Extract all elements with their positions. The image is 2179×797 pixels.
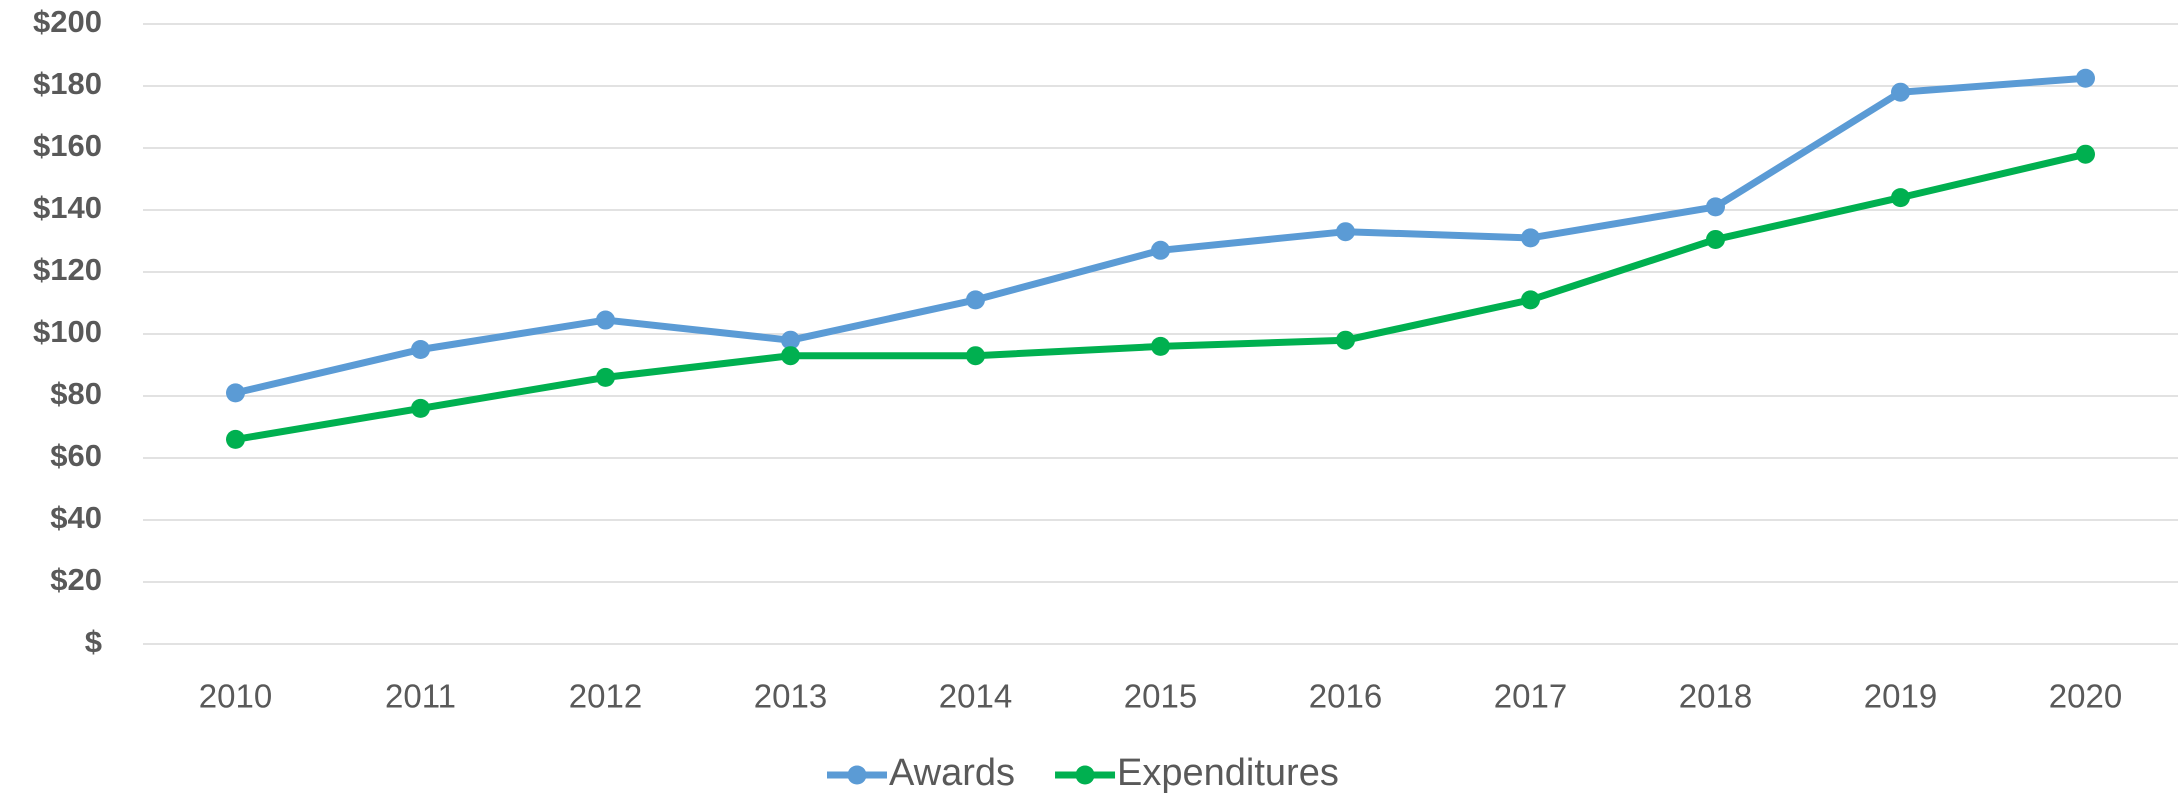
- legend-marker: [1075, 765, 1095, 785]
- point: [1891, 82, 1910, 102]
- x-tick-label: 2010: [199, 678, 272, 715]
- point: [2076, 144, 2095, 164]
- y-tick-label: $160: [33, 128, 102, 163]
- point: [1521, 228, 1540, 248]
- point: [411, 340, 430, 359]
- x-tick-label: 2013: [754, 678, 827, 715]
- point: [1521, 290, 1540, 310]
- x-tick-label: 2017: [1494, 678, 1567, 715]
- x-tick-label: 2018: [1679, 678, 1752, 715]
- point: [1706, 197, 1725, 217]
- x-tick-label: 2016: [1309, 678, 1382, 715]
- point: [596, 367, 615, 387]
- legend-label: Expenditures: [1117, 752, 1339, 794]
- point: [226, 383, 245, 403]
- point: [781, 346, 800, 366]
- x-tick-label: 2011: [385, 678, 456, 715]
- point: [596, 310, 615, 330]
- y-tick-label: $: [85, 624, 102, 659]
- point: [1891, 188, 1910, 208]
- point: [1151, 336, 1170, 356]
- point: [781, 330, 800, 350]
- x-tick-label: 2020: [2049, 678, 2122, 715]
- point: [1706, 229, 1725, 249]
- x-tick-label: 2015: [1124, 678, 1197, 715]
- point: [2076, 68, 2095, 88]
- point: [1336, 330, 1355, 350]
- x-tick-label: 2019: [1864, 678, 1937, 715]
- y-tick-label: $40: [50, 500, 102, 535]
- legend-label: Awards: [889, 752, 1015, 794]
- point: [966, 290, 985, 310]
- point: [1151, 240, 1170, 260]
- point: [1336, 222, 1355, 242]
- point: [226, 429, 245, 449]
- x-tick-label: 2014: [939, 678, 1012, 715]
- y-tick-label: $200: [33, 4, 102, 39]
- point: [411, 398, 430, 418]
- y-tick-label: $80: [50, 376, 102, 411]
- y-tick-label: $100: [33, 314, 102, 349]
- y-tick-label: $180: [33, 66, 102, 101]
- y-tick-label: $60: [50, 438, 102, 473]
- y-tick-label: $140: [33, 190, 102, 225]
- y-tick-label: $120: [33, 252, 102, 287]
- point: [966, 346, 985, 366]
- y-tick-label: $20: [50, 562, 102, 597]
- x-tick-label: 2012: [569, 678, 642, 715]
- legend-marker: [847, 765, 867, 785]
